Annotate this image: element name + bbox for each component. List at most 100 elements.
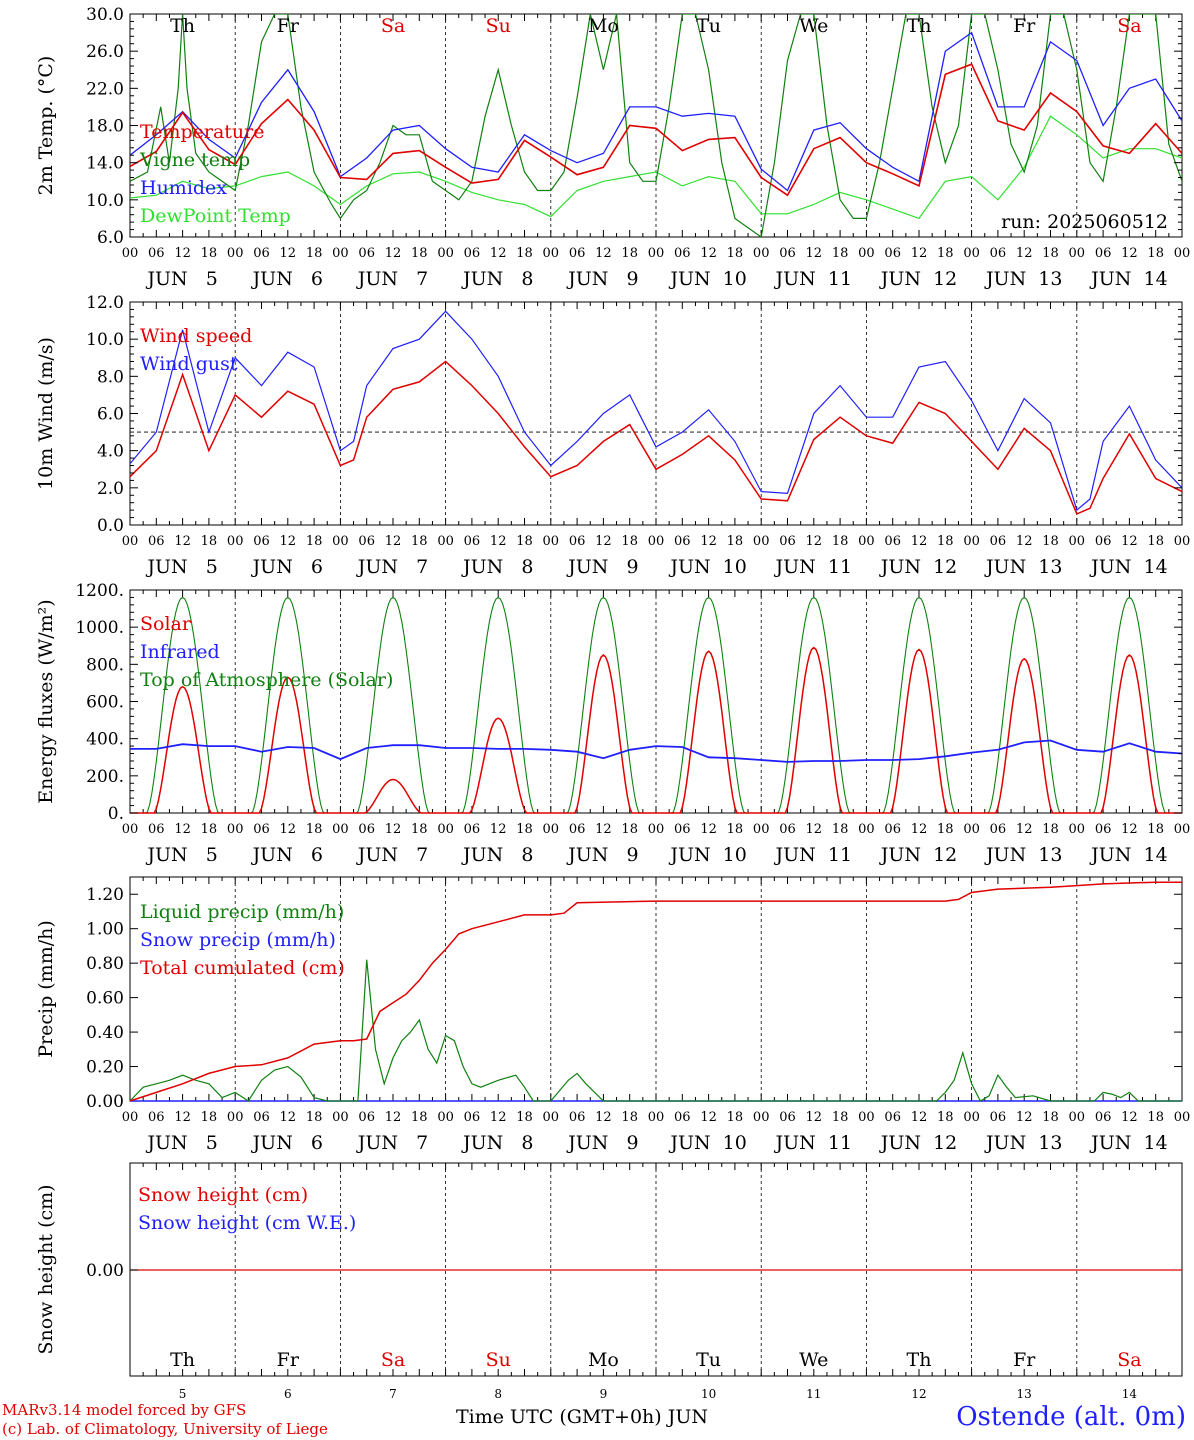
hour-tick-label: 12	[700, 246, 717, 261]
day-number-label: 14	[1122, 1387, 1138, 1401]
hour-tick-label: 06	[358, 1110, 375, 1125]
date-label: JUN 12	[879, 844, 958, 866]
y-tick-label: 200.	[86, 767, 124, 787]
hour-tick-label: 00	[122, 1110, 139, 1125]
weekday-label: Sa	[1117, 1349, 1141, 1371]
hour-tick-label: 18	[201, 534, 218, 549]
hour-tick-label: 12	[1016, 1110, 1033, 1125]
y-tick-label: 0.0	[97, 516, 124, 536]
y-tick-label: 26.0	[86, 42, 124, 62]
hour-tick-label: 06	[569, 246, 586, 261]
wind-gust-line	[129, 310, 1183, 512]
y-axis-title: Precip (mm/h)	[35, 920, 57, 1058]
weekday-label: Th	[907, 15, 932, 37]
solar-line	[130, 646, 1182, 814]
hour-tick-label: 12	[385, 1110, 402, 1125]
date-label: JUN 10	[668, 1132, 747, 1154]
hour-tick-label: 18	[937, 534, 954, 549]
panel-frame	[129, 13, 1183, 238]
hour-tick-label: 00	[122, 246, 139, 261]
hour-tick-label: 18	[1042, 1110, 1059, 1125]
hour-tick-label: 12	[911, 1110, 928, 1125]
hour-tick-label: 18	[621, 822, 638, 837]
hour-tick-label: 06	[990, 1110, 1007, 1125]
hour-tick-label: 06	[569, 822, 586, 837]
vigne-temp-line	[130, 14, 1182, 237]
hour-tick-label: 12	[1016, 534, 1033, 549]
hour-tick-label: 06	[779, 822, 796, 837]
hour-tick-label: 06	[358, 822, 375, 837]
legend-entry: Wind speed	[140, 325, 252, 347]
hour-tick-label: 12	[911, 822, 928, 837]
weekday-label: Su	[486, 15, 511, 37]
infrared-line	[130, 739, 1183, 763]
hour-tick-label: 12	[806, 1110, 823, 1125]
hour-tick-label: 06	[779, 246, 796, 261]
hour-tick-label: 00	[963, 534, 980, 549]
hour-tick-label: 18	[937, 1110, 954, 1125]
date-label: JUN 8	[461, 844, 533, 866]
hour-tick-label: 12	[700, 534, 717, 549]
weekday-label: Fr	[1013, 1349, 1036, 1371]
hour-tick-label: 06	[464, 534, 481, 549]
hour-tick-label: 06	[358, 246, 375, 261]
hour-tick-label: 00	[1174, 1110, 1191, 1125]
date-label: JUN 10	[668, 844, 747, 866]
date-label: JUN 11	[774, 556, 853, 578]
date-label: JUN 7	[356, 1132, 428, 1154]
panel-3: 0. 200. 400. 600. 800. 1000. 1200. Energy fluxe…	[35, 581, 1190, 866]
y-tick-label: 12.0	[86, 293, 124, 313]
date-label: JUN 13	[984, 844, 1063, 866]
date-label: JUN 6	[251, 844, 323, 866]
panel-frame	[129, 301, 1183, 526]
hour-tick-label: 06	[148, 246, 165, 261]
lab-credit: (c) Lab. of Climatology, University of L…	[2, 1420, 328, 1438]
hour-tick-label: 18	[832, 822, 849, 837]
hour-tick-label: 00	[648, 246, 665, 261]
hour-tick-label: 18	[411, 1110, 428, 1125]
hour-tick-label: 00	[858, 246, 875, 261]
y-tick-label: 1200.	[75, 581, 124, 601]
date-label: JUN 6	[251, 1132, 323, 1154]
hour-tick-label: 06	[779, 1110, 796, 1125]
hour-tick-label: 12	[490, 534, 507, 549]
y-tick-label: 10.0	[86, 191, 124, 211]
hour-tick-label: 00	[437, 246, 454, 261]
hour-tick-label: 06	[464, 246, 481, 261]
y-tick-label: 10.0	[86, 330, 124, 350]
date-label: JUN 6	[251, 556, 323, 578]
hour-tick-label: 12	[911, 246, 928, 261]
date-label: JUN 13	[984, 268, 1063, 290]
legend-entry: DewPoint Temp	[140, 205, 291, 227]
hour-tick-label: 18	[937, 246, 954, 261]
hour-tick-label: 18	[1042, 534, 1059, 549]
legend-entry: Humidex	[140, 177, 227, 199]
hour-tick-label: 12	[700, 822, 717, 837]
date-label: JUN 14	[1089, 844, 1168, 866]
hour-tick-label: 18	[727, 1110, 744, 1125]
y-tick-label: 0.80	[86, 954, 124, 974]
temp-series	[130, 14, 1182, 237]
hour-tick-label: 12	[280, 1110, 297, 1125]
hour-tick-label: 18	[411, 534, 428, 549]
date-label: JUN 7	[356, 844, 428, 866]
hour-tick-label: 00	[858, 822, 875, 837]
hour-tick-label: 18	[727, 246, 744, 261]
hour-tick-label: 06	[990, 822, 1007, 837]
date-label: JUN 11	[774, 844, 853, 866]
hour-tick-label: 06	[569, 534, 586, 549]
date-label: JUN 5	[145, 556, 217, 578]
weekday-label: Th	[170, 15, 195, 37]
hour-tick-label: 06	[884, 822, 901, 837]
hour-tick-label: 06	[1095, 246, 1112, 261]
hour-tick-label: 12	[595, 246, 612, 261]
hour-tick-label: 12	[595, 1110, 612, 1125]
y-axis-title: 2m Temp. (°C)	[35, 56, 57, 196]
date-label: JUN 8	[461, 268, 533, 290]
date-label: JUN 7	[356, 556, 428, 578]
hour-tick-label: 18	[1042, 246, 1059, 261]
hour-tick-label: 18	[832, 246, 849, 261]
hour-tick-label: 06	[464, 1110, 481, 1125]
hour-tick-label: 12	[280, 246, 297, 261]
